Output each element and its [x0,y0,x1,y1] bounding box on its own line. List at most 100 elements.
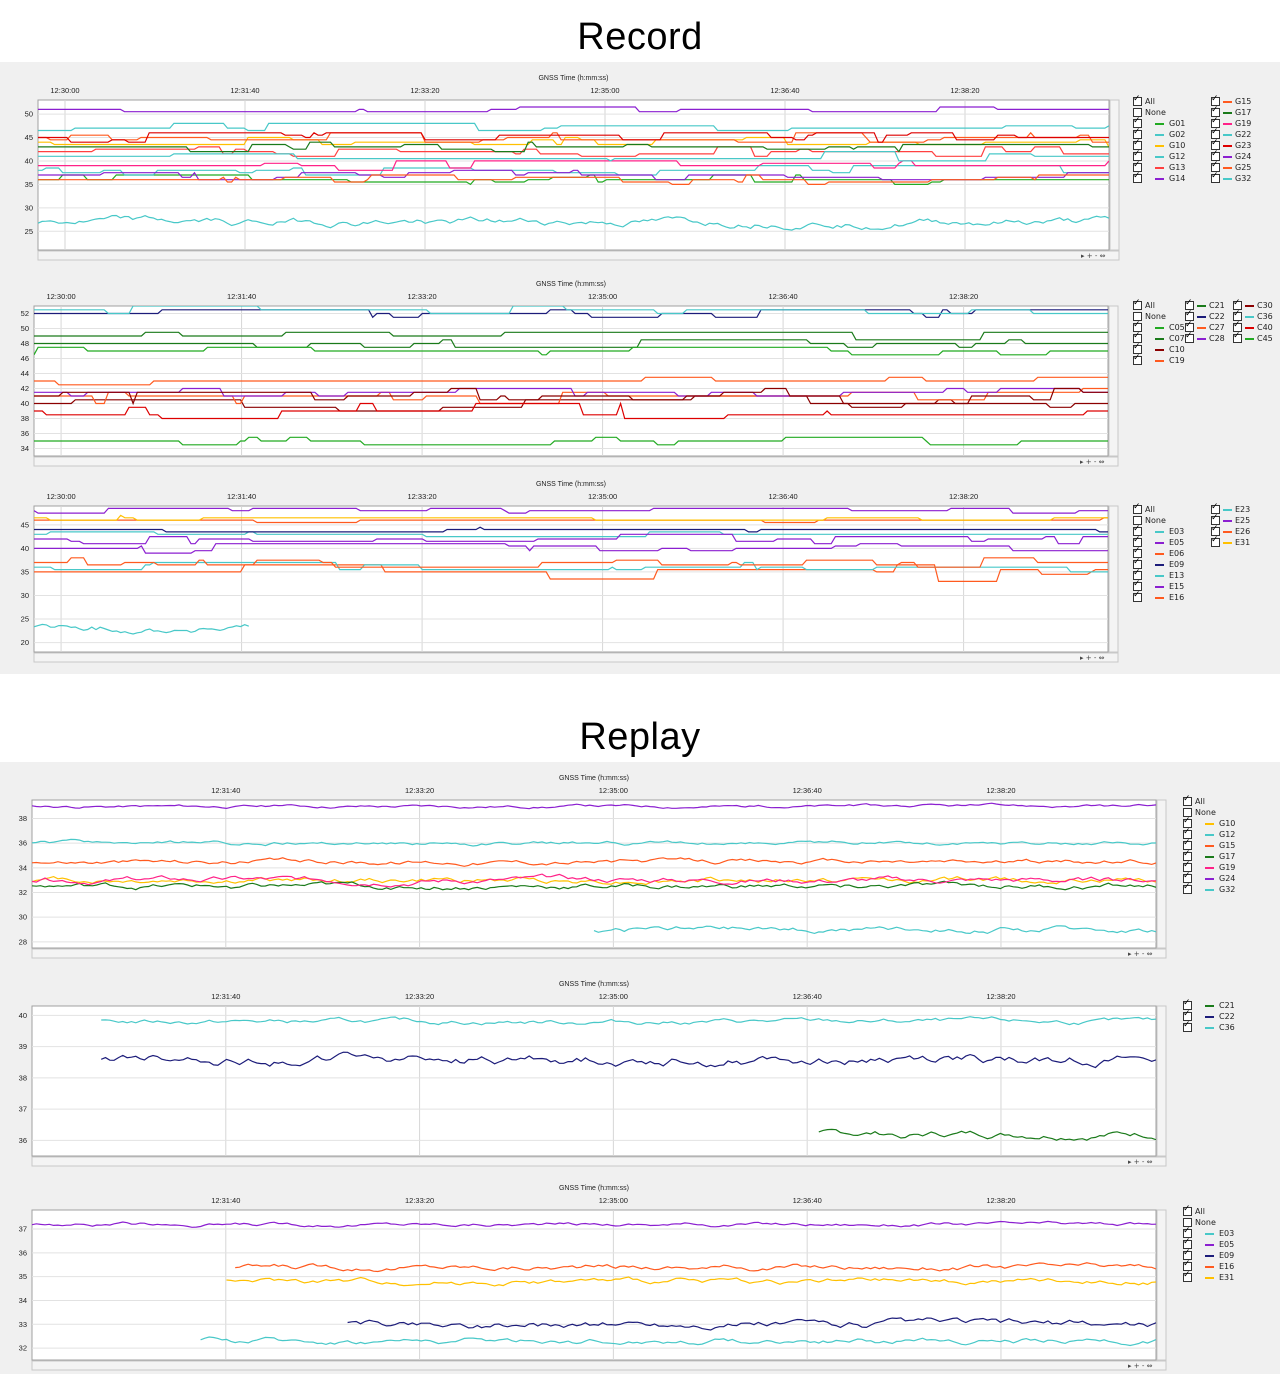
legend-checkbox[interactable]: ✓ [1133,160,1142,172]
horizontal-scrollbar[interactable] [33,652,1119,663]
legend-label: E06 [1169,549,1185,558]
legend-checkbox[interactable]: ✓ [1185,309,1194,321]
series-line-C40 [34,401,1108,420]
legend-checkbox[interactable]: ✓ [1133,535,1142,547]
zoom-controls-icon[interactable]: ▸ + - ⇔ [1128,1362,1153,1370]
legend-checkbox[interactable]: ✓ [1133,298,1142,310]
zoom-controls-icon[interactable]: ▸ + - ⇔ [1128,950,1153,958]
legend-checkbox[interactable]: ✓ [1183,1226,1192,1238]
legend-checkbox[interactable]: ✓ [1183,1204,1192,1216]
legend-checkbox[interactable]: ✓ [1183,816,1192,828]
legend-checkbox[interactable]: ✓ [1183,1009,1192,1021]
legend-checkbox[interactable]: ✓ [1133,568,1142,580]
legend-checkbox[interactable]: ✓ [1133,546,1142,558]
legend-checkbox[interactable]: ✓ [1211,513,1220,525]
legend-checkbox[interactable]: ✓ [1133,502,1142,514]
vertical-scrollbar[interactable] [1156,1209,1167,1361]
series-line-G19 [32,873,1156,888]
legend-checkbox[interactable]: ✓ [1133,171,1142,183]
legend-checkbox[interactable]: ✓ [1133,557,1142,569]
legend-checkbox[interactable]: ✓ [1233,320,1242,332]
checkmark-icon: ✓ [1211,149,1219,159]
legend-checkbox[interactable]: ✓ [1211,94,1220,106]
legend-checkbox[interactable]: ✓ [1211,149,1220,161]
legend-label: G15 [1235,97,1252,106]
vertical-scrollbar[interactable] [1109,99,1120,251]
legend-checkbox[interactable] [1183,808,1192,817]
legend-checkbox[interactable]: ✓ [1183,827,1192,839]
legend-label: C36 [1257,312,1273,321]
legend-checkbox[interactable]: ✓ [1133,127,1142,139]
legend-checkbox[interactable]: ✓ [1183,1259,1192,1271]
vertical-scrollbar[interactable] [1108,305,1119,457]
legend-checkbox[interactable]: ✓ [1211,105,1220,117]
legend-checkbox[interactable]: ✓ [1211,524,1220,536]
legend-checkbox[interactable]: ✓ [1185,331,1194,343]
legend-checkbox[interactable]: ✓ [1211,171,1220,183]
legend-swatch [1155,134,1164,136]
x-axis-title: GNSS Time (h:mm:ss) [536,481,606,488]
legend-checkbox[interactable]: ✓ [1133,116,1142,128]
legend-checkbox[interactable]: ✓ [1211,160,1220,172]
legend-checkbox[interactable]: ✓ [1133,524,1142,536]
y-tick-label: 37 [19,1225,27,1234]
legend-checkbox[interactable] [1133,516,1142,525]
legend-checkbox[interactable]: ✓ [1133,149,1142,161]
horizontal-scrollbar[interactable] [33,456,1119,467]
legend-checkbox[interactable]: ✓ [1211,535,1220,547]
series-line-G12 [38,122,1109,132]
legend-checkbox[interactable]: ✓ [1233,309,1242,321]
legend-checkbox[interactable]: ✓ [1183,1248,1192,1260]
legend-checkbox[interactable]: ✓ [1211,127,1220,139]
checkmark-icon: ✓ [1211,502,1219,512]
legend-swatch [1223,167,1232,169]
zoom-controls-icon[interactable]: ▸ + - ⇔ [1080,654,1105,662]
horizontal-scrollbar[interactable] [37,250,1120,261]
zoom-controls-icon[interactable]: ▸ + - ⇔ [1081,252,1106,260]
horizontal-scrollbar[interactable] [31,1360,1167,1371]
legend-checkbox[interactable]: ✓ [1183,1020,1192,1032]
legend-checkbox[interactable]: ✓ [1211,502,1220,514]
horizontal-scrollbar[interactable] [31,948,1167,959]
legend-checkbox[interactable]: ✓ [1185,298,1194,310]
legend-checkbox[interactable]: ✓ [1183,849,1192,861]
legend-checkbox[interactable]: ✓ [1133,342,1142,354]
replay-title: Replay [579,716,701,758]
legend-checkbox[interactable]: ✓ [1183,871,1192,883]
legend-checkbox[interactable]: ✓ [1133,320,1142,332]
legend-checkbox[interactable]: ✓ [1133,138,1142,150]
legend-checkbox[interactable]: ✓ [1133,353,1142,365]
legend-swatch [1155,575,1164,577]
legend-checkbox[interactable]: ✓ [1211,116,1220,128]
legend-checkbox[interactable]: ✓ [1183,1270,1192,1282]
legend-checkbox[interactable] [1183,1218,1192,1227]
legend-checkbox[interactable]: ✓ [1133,94,1142,106]
x-tick-label: 12:33:20 [407,292,436,301]
vertical-scrollbar[interactable] [1108,505,1119,653]
legend-checkbox[interactable]: ✓ [1183,1237,1192,1249]
legend-checkbox[interactable] [1133,108,1142,117]
series-line-C22 [100,1051,1156,1069]
legend-checkbox[interactable] [1133,312,1142,321]
vertical-scrollbar[interactable] [1156,799,1167,949]
zoom-controls-icon[interactable]: ▸ + - ⇔ [1080,458,1105,466]
legend-checkbox[interactable]: ✓ [1233,331,1242,343]
legend-checkbox[interactable]: ✓ [1133,331,1142,343]
checkmark-icon: ✓ [1211,160,1219,170]
zoom-controls-icon[interactable]: ▸ + - ⇔ [1128,1158,1153,1166]
legend-checkbox[interactable]: ✓ [1183,998,1192,1010]
legend-checkbox[interactable]: ✓ [1183,860,1192,872]
legend-checkbox[interactable]: ✓ [1185,320,1194,332]
legend-checkbox[interactable]: ✓ [1233,298,1242,310]
legend-checkbox[interactable]: ✓ [1183,838,1192,850]
legend-checkbox[interactable]: ✓ [1183,794,1192,806]
horizontal-scrollbar[interactable] [31,1156,1167,1167]
vertical-scrollbar[interactable] [1156,1005,1167,1157]
legend-checkbox[interactable]: ✓ [1133,590,1142,602]
chart-svg: ▸ + - ⇔ GNSS Time (h:mm:ss) 12:30:00 12:31:… [21,481,1119,663]
legend-label: G24 [1235,152,1252,161]
legend-swatch [1205,1244,1214,1246]
legend-checkbox[interactable]: ✓ [1133,579,1142,591]
legend-checkbox[interactable]: ✓ [1183,882,1192,894]
legend-checkbox[interactable]: ✓ [1211,138,1220,150]
